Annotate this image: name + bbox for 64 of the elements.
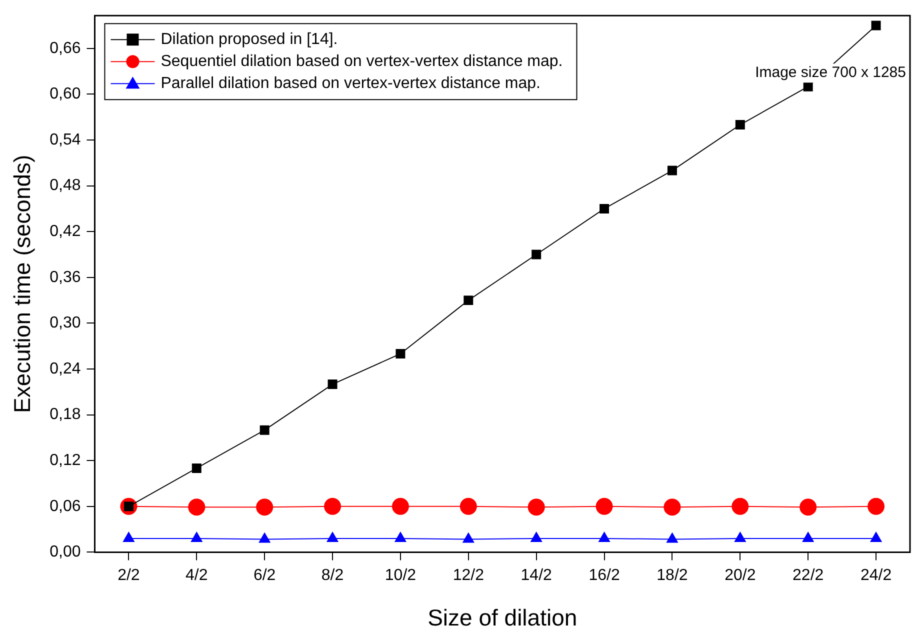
point [596, 498, 613, 515]
point [328, 380, 338, 390]
point [528, 498, 545, 516]
y-tick-label: 0,42 [50, 223, 81, 240]
point [802, 532, 814, 542]
x-axis-title: Size of dilation [428, 604, 578, 631]
x-tick-label: 16/2 [588, 567, 620, 584]
x-tick-label: 10/2 [384, 567, 416, 584]
point [460, 498, 477, 515]
legend-label: Dilation proposed in [14]. [160, 31, 338, 48]
y-tick-label: 0,36 [50, 268, 81, 286]
point [664, 498, 681, 516]
point [732, 498, 749, 515]
y-tick-label: 0,06 [50, 498, 81, 515]
x-tick-label: 24/2 [860, 567, 892, 584]
y-tick-label: 0,30 [50, 314, 81, 332]
point [258, 532, 270, 543]
point [734, 532, 746, 542]
point [530, 532, 542, 542]
point [190, 532, 202, 542]
y-tick-label: 0,48 [50, 177, 81, 194]
x-tick-label: 22/2 [792, 567, 824, 584]
x-tick-label: 20/2 [724, 567, 756, 584]
y-tick-label: 0,18 [50, 406, 81, 424]
y-tick-label: 0,12 [50, 452, 81, 470]
point [394, 532, 406, 542]
x-tick-label: 14/2 [520, 567, 552, 584]
point [192, 463, 202, 473]
x-tick-label: 12/2 [452, 567, 484, 584]
point [532, 250, 542, 260]
point [462, 532, 474, 543]
point [188, 498, 206, 516]
y-tick-label: 0,00 [50, 544, 81, 561]
point [324, 498, 342, 515]
point [598, 532, 610, 542]
y-axis-title: Execution time (seconds) [9, 154, 36, 414]
point [464, 296, 474, 306]
legend-label: Sequentiel dilation based on vertex-vertex distance map. [160, 53, 563, 70]
annotation: Image size 700 x 1285 [755, 64, 906, 82]
legend-label: Parallel dilation based on vertex-vertex distance map. [160, 75, 541, 92]
point [800, 498, 817, 516]
point [256, 498, 274, 516]
x-tick-label: 4/2 [186, 567, 208, 584]
y-tick-label: 0,54 [50, 131, 81, 148]
point [868, 498, 885, 515]
y-tick-label: 0,66 [50, 40, 81, 57]
point [260, 425, 270, 435]
point [600, 204, 610, 214]
point [326, 532, 338, 542]
y-tick-label: 0,24 [50, 360, 81, 378]
x-tick-label: 6/2 [253, 567, 276, 584]
point [871, 20, 881, 30]
point [392, 498, 409, 515]
point [803, 82, 813, 92]
x-tick-label: 8/2 [321, 567, 344, 584]
point [870, 532, 882, 542]
x-tick-label: 18/2 [656, 567, 688, 584]
point [666, 532, 678, 543]
x-tick-label: 2/2 [118, 567, 140, 584]
point [123, 532, 134, 542]
point [735, 120, 745, 130]
y-tick-label: 0,60 [50, 86, 81, 103]
point [396, 349, 406, 358]
point [667, 166, 677, 176]
